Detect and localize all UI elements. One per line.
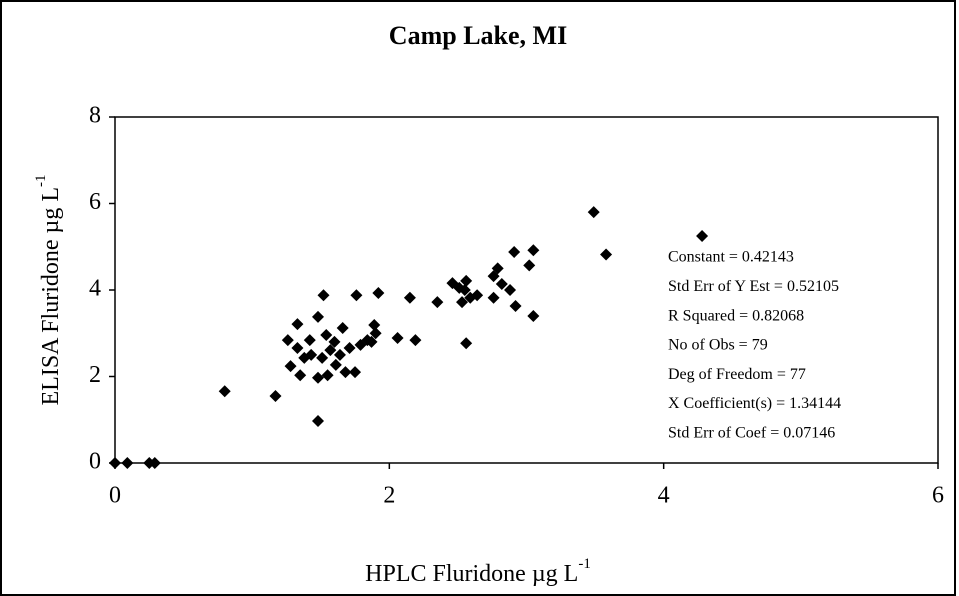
point (329, 358, 342, 371)
point (321, 369, 334, 382)
point (523, 259, 536, 272)
point (403, 291, 416, 304)
y-tick-label: 6 (89, 189, 101, 215)
x-tick-label: 4 (658, 483, 670, 509)
x-tick-label: 2 (383, 483, 395, 509)
annotation: Deg of Freedom = 77 (668, 366, 806, 383)
point (291, 341, 304, 354)
point (350, 289, 363, 302)
x-tick-label: 6 (932, 483, 944, 509)
y-label-sup: -1 (33, 175, 49, 188)
x-tick-label: 0 (109, 483, 121, 509)
y-axis-label: ELISA Fluridone µg L-1 (33, 175, 63, 406)
point (456, 296, 469, 309)
point (587, 206, 600, 219)
point (372, 287, 385, 300)
annotation: R Squared = 0.82068 (668, 307, 804, 324)
point (600, 248, 613, 261)
point (460, 337, 473, 350)
point (409, 334, 422, 347)
annotation: Constant = 0.42143 (668, 249, 794, 266)
point (471, 289, 484, 302)
point (349, 366, 362, 379)
point (369, 327, 382, 340)
point (458, 284, 471, 296)
point (391, 332, 404, 345)
point (343, 341, 356, 354)
point (320, 328, 333, 341)
point (328, 335, 341, 348)
chart-title: Camp Lake, MI (389, 21, 567, 50)
y-tick-label: 0 (89, 449, 101, 475)
point (509, 300, 522, 313)
point (460, 274, 473, 287)
annotation: X Coefficient(s) = 1.34144 (668, 395, 841, 412)
y-tick-label: 4 (89, 276, 101, 302)
point (317, 289, 330, 302)
annotation: Std Err of Coef = 0.07146 (668, 424, 835, 441)
point (312, 415, 325, 428)
point (696, 229, 709, 242)
point (269, 389, 282, 402)
point (324, 344, 337, 357)
point (148, 457, 161, 469)
point (303, 334, 316, 347)
point (508, 245, 521, 258)
point (312, 310, 325, 323)
point (305, 348, 318, 361)
point (504, 284, 517, 296)
y-label-text: ELISA Fluridone µg L (38, 187, 64, 405)
point (339, 366, 352, 379)
x-axis-label: HPLC Fluridone µg L-1 (365, 556, 591, 586)
point (284, 360, 297, 373)
point (316, 351, 329, 364)
annotation: No of Obs = 79 (668, 337, 768, 354)
point (281, 334, 294, 347)
point (487, 291, 500, 304)
point (495, 277, 508, 290)
point (121, 457, 134, 469)
point (294, 369, 307, 382)
point (431, 296, 444, 309)
point (368, 319, 381, 332)
point (291, 318, 304, 331)
point (333, 348, 346, 361)
annotation: Std Err of Y Est = 0.52105 (668, 278, 839, 295)
x-label-text: HPLC Fluridone µg L (365, 561, 578, 587)
point (336, 322, 349, 335)
x-label-sup: -1 (578, 556, 591, 572)
point (527, 244, 540, 257)
point (109, 457, 121, 469)
point (527, 309, 540, 322)
point (312, 371, 325, 384)
point (491, 262, 504, 275)
y-tick-label: 8 (89, 103, 101, 129)
point (218, 385, 231, 398)
point (365, 335, 378, 348)
y-tick-label: 2 (89, 362, 101, 388)
